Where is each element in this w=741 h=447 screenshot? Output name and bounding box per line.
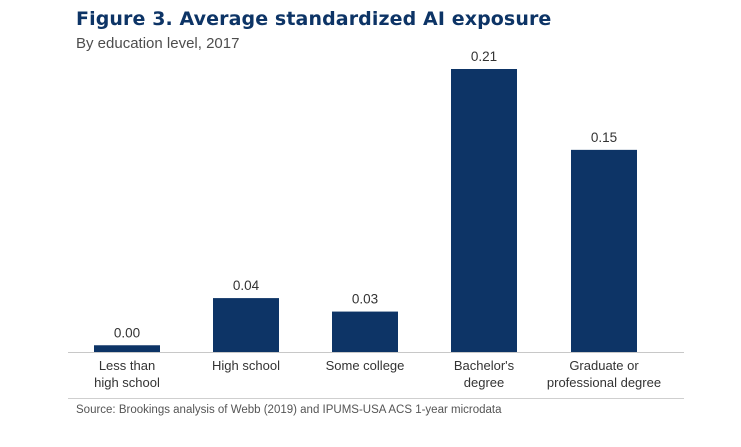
x-tick-label: High school [212, 358, 280, 373]
x-tick-label: Graduate or [569, 358, 639, 373]
bar-value-label: 0.15 [591, 130, 617, 145]
bar [571, 149, 637, 352]
chart-subtitle: By education level, 2017 [76, 35, 240, 52]
bar-value-label: 0.21 [471, 49, 497, 64]
bar-chart: 0.00 Less than high school 0.04 High school 0… [68, 49, 684, 390]
x-tick-label: high school [94, 375, 160, 390]
bar-value-label: 0.00 [114, 325, 140, 340]
bar [94, 345, 160, 352]
bar [332, 311, 398, 352]
bar-value-label: 0.04 [233, 278, 260, 293]
source-divider [68, 398, 684, 399]
x-tick-label: degree [464, 375, 504, 390]
bar-value-label: 0.03 [352, 292, 378, 307]
bar [451, 69, 517, 352]
source-note: Source: Brookings analysis of Webb (2019… [76, 404, 502, 416]
x-tick-label: Less than [99, 358, 155, 373]
x-tick-label: Bachelor's [454, 358, 515, 373]
x-tick-label: Some college [326, 358, 405, 373]
chart-title: Figure 3. Average standardized AI exposu… [76, 8, 552, 30]
bar [213, 298, 279, 352]
x-tick-label: professional degree [547, 375, 661, 390]
